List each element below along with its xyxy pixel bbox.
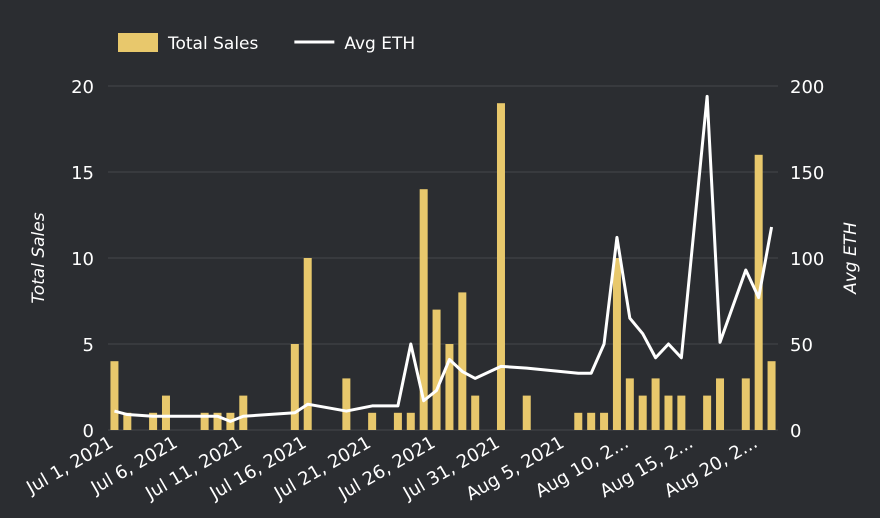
bar	[716, 378, 725, 430]
bar	[522, 395, 531, 430]
bar	[445, 344, 454, 430]
line	[114, 94, 774, 423]
y-tick-label: 10	[71, 249, 94, 270]
y-tick-label: 5	[83, 335, 94, 356]
bar	[625, 378, 634, 430]
bar	[638, 395, 647, 430]
bar	[342, 378, 351, 430]
bar	[574, 412, 583, 430]
bar	[703, 395, 712, 430]
y2-axis-title: Avg ETH	[841, 222, 861, 295]
y2-tick-label: 150	[790, 163, 824, 184]
legend-swatch	[118, 33, 158, 52]
legend-label: Avg ETH	[344, 34, 415, 54]
bar	[419, 189, 428, 430]
y-tick-label: 0	[83, 421, 94, 442]
bar	[587, 412, 596, 430]
bar	[368, 412, 377, 430]
bar	[741, 378, 750, 430]
bar	[239, 395, 248, 430]
bar	[161, 395, 170, 430]
y2-tick-label: 200	[790, 77, 824, 98]
bar	[767, 361, 776, 430]
bar	[110, 361, 119, 430]
bar	[290, 344, 299, 430]
legend-label: Total Sales	[167, 34, 258, 54]
y2-tick-label: 100	[790, 249, 824, 270]
bar	[496, 103, 505, 430]
y-tick-label: 20	[71, 77, 94, 98]
bar	[149, 412, 158, 430]
bar	[664, 395, 673, 430]
y-axis-title: Total Sales	[29, 212, 49, 303]
bar	[213, 412, 222, 430]
bar	[200, 412, 209, 430]
bar	[651, 378, 660, 430]
bar	[600, 412, 609, 430]
bar	[677, 395, 686, 430]
y2-tick-label: 50	[790, 335, 813, 356]
bar	[393, 412, 402, 430]
bar	[432, 309, 441, 430]
bar	[303, 258, 312, 430]
y2-tick-label: 0	[790, 421, 801, 442]
bar	[612, 258, 621, 430]
y-tick-label: 15	[71, 163, 94, 184]
bar	[123, 412, 132, 430]
bar	[406, 412, 415, 430]
bar	[458, 292, 467, 430]
bar	[471, 395, 480, 430]
